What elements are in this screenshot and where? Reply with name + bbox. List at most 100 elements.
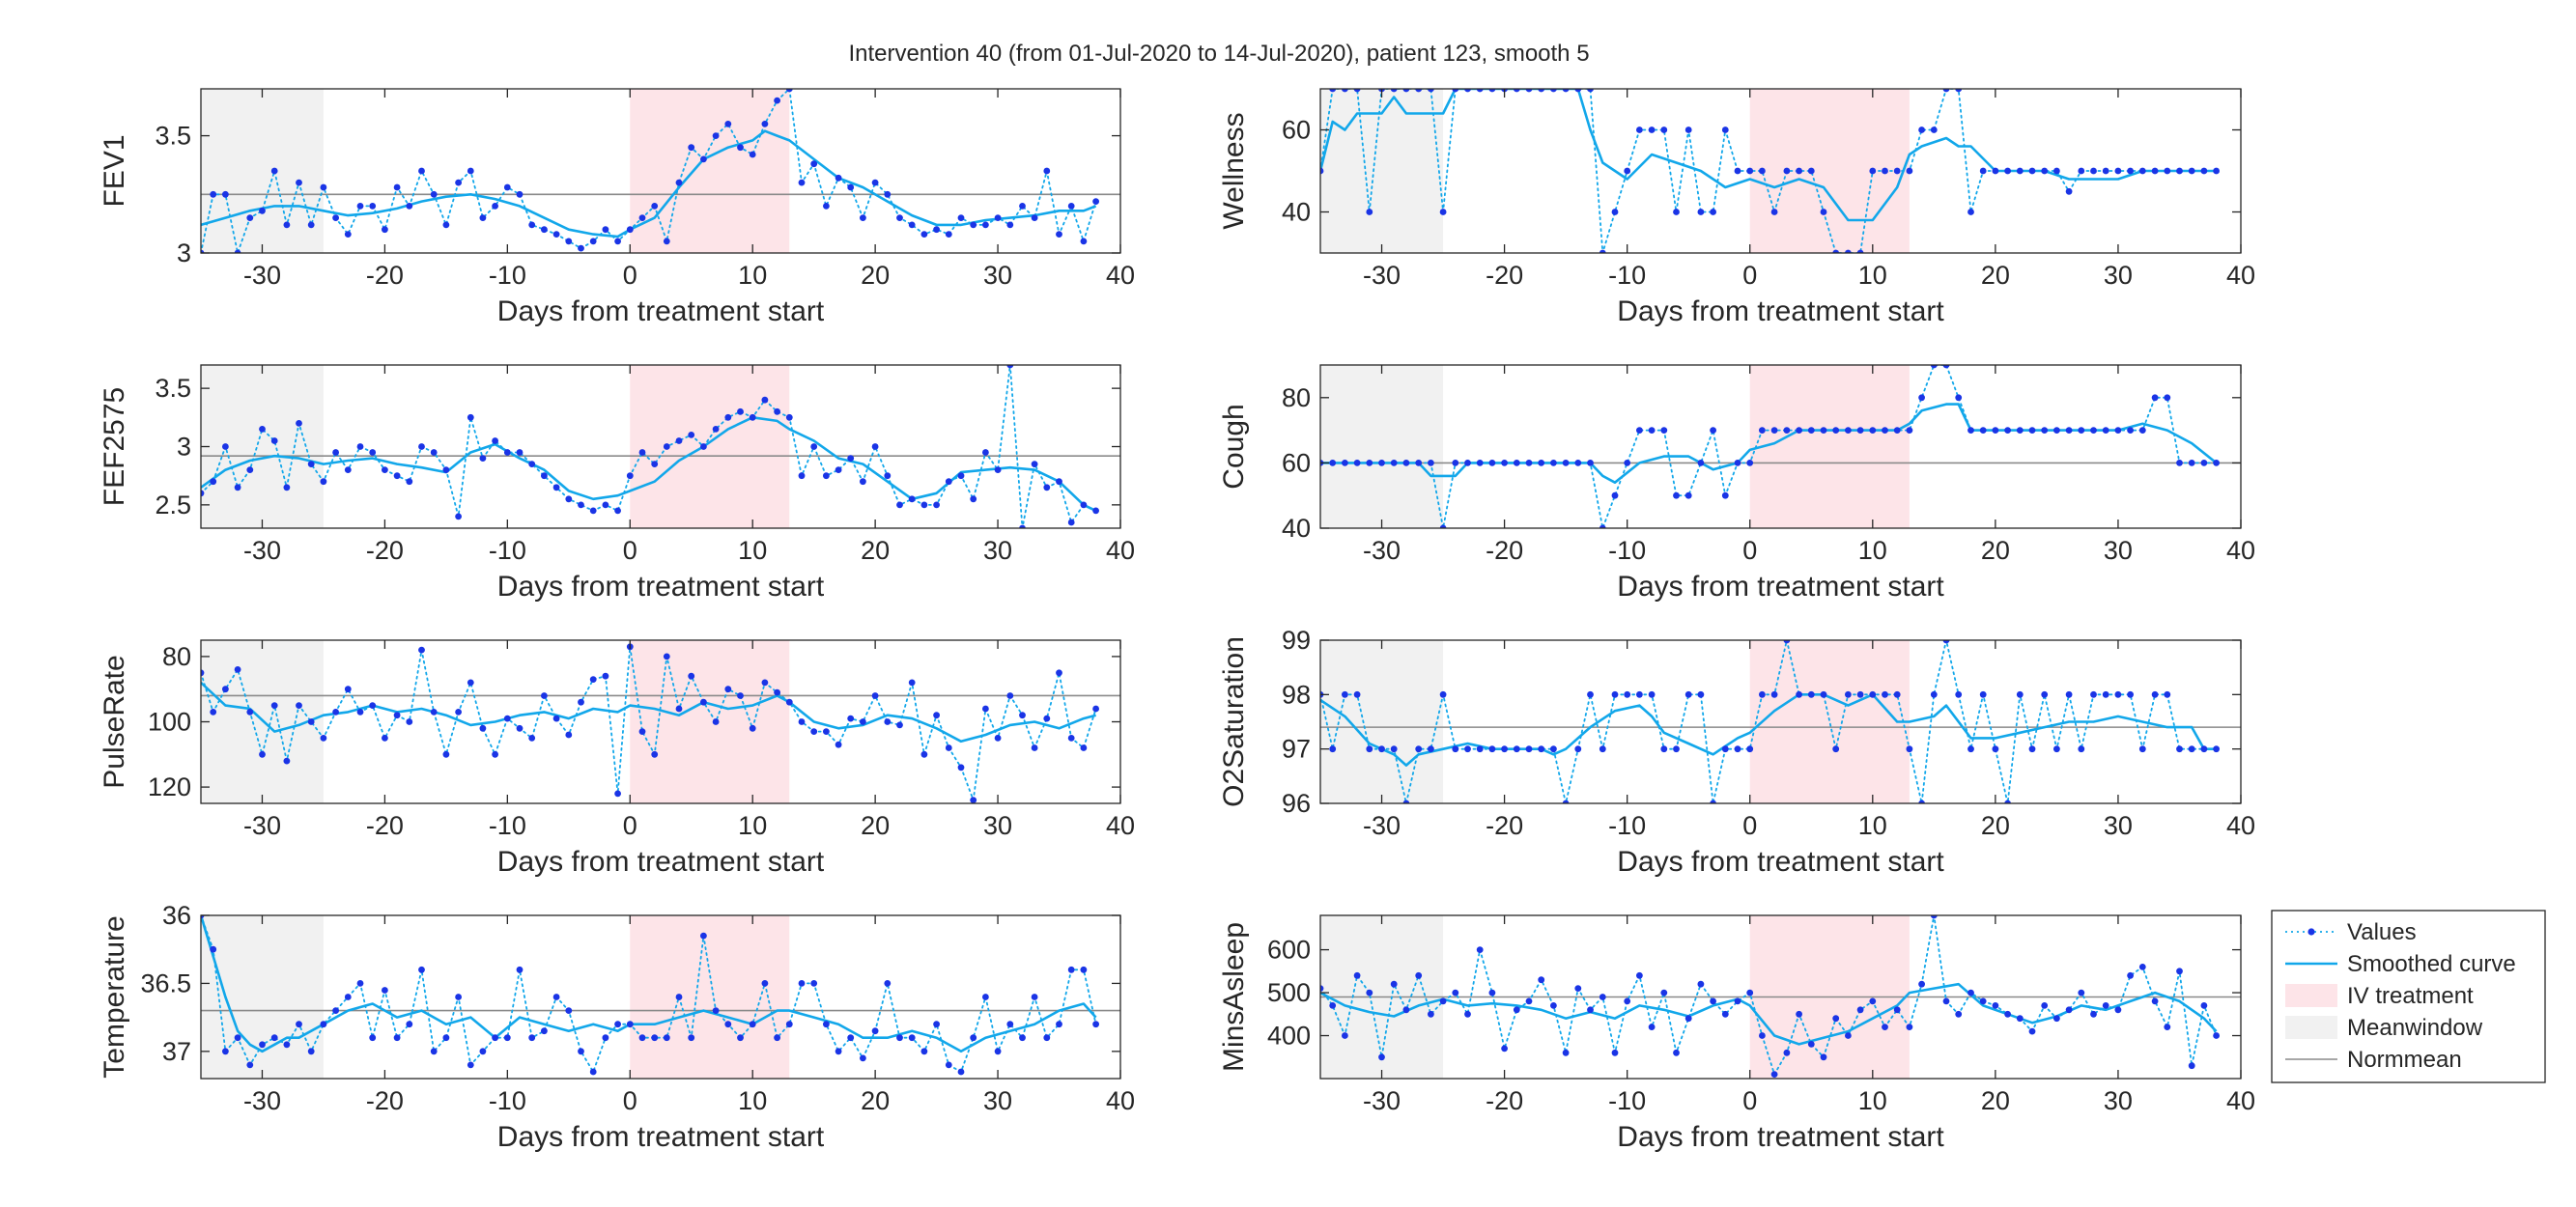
value-point [1067, 966, 1075, 973]
x-tick-label: -30 [243, 1086, 281, 1115]
value-point [1415, 460, 1423, 466]
values-line [1320, 89, 2218, 253]
value-point [835, 174, 842, 182]
value-point [1746, 167, 1754, 175]
value-point [1770, 1071, 1778, 1078]
value-point [1770, 690, 1778, 698]
value-point [2016, 1015, 2024, 1023]
value-point [638, 728, 646, 735]
value-point [908, 495, 916, 503]
value-point [1856, 1006, 1864, 1014]
value-point [651, 1034, 659, 1042]
value-point [406, 478, 413, 486]
value-point [1796, 167, 1802, 175]
value-point [1538, 976, 1545, 984]
value-point [467, 413, 474, 421]
value-point [1918, 800, 1925, 803]
value-point [749, 151, 756, 158]
value-point [516, 190, 524, 198]
value-point [2114, 1006, 2122, 1014]
value-point [688, 672, 695, 680]
value-point [1893, 427, 1901, 434]
y-tick-label: 60 [1282, 448, 1311, 477]
value-point [1488, 89, 1496, 93]
value-point [1845, 427, 1852, 434]
value-point [2127, 427, 2135, 434]
x-tick-label: 10 [1858, 261, 1887, 290]
value-point [1636, 690, 1643, 698]
value-point [418, 443, 425, 450]
value-point [1402, 89, 1410, 93]
value-point [1673, 209, 1680, 215]
value-point [1869, 690, 1877, 698]
value-point [774, 407, 780, 415]
value-point [369, 449, 377, 456]
meanwindow-region [201, 89, 324, 253]
y-tick-label: 3 [177, 239, 191, 267]
value-point [1992, 1002, 1999, 1009]
value-point [344, 686, 352, 693]
value-point [614, 790, 621, 798]
value-point [1501, 460, 1508, 466]
value-point [332, 214, 339, 222]
value-point [688, 1034, 695, 1042]
y-axis-label: MinsAsleep [1218, 922, 1250, 1072]
value-point [1513, 745, 1520, 753]
value-point [1906, 745, 1913, 753]
axes-box [1319, 639, 2242, 804]
value-point [1599, 249, 1606, 253]
value-point [259, 1041, 266, 1049]
value-point [1525, 997, 1533, 1005]
value-point [2127, 971, 2135, 979]
x-tick-label: 0 [623, 261, 637, 290]
value-point [2114, 427, 2122, 434]
value-point [406, 718, 413, 725]
value-point [724, 686, 732, 693]
smoothed-curve [1320, 982, 2218, 1046]
value-point [860, 214, 866, 222]
value-point [1734, 997, 1741, 1005]
value-point [994, 735, 1002, 742]
subplot-o2saturation: -30 -20 -10 0 10 20 30 40 96 97 98 99 Days from trea… [1218, 626, 2255, 878]
value-point [1856, 690, 1864, 698]
value-point [1893, 167, 1901, 175]
value-point [2102, 690, 2109, 698]
value-point [1080, 966, 1088, 973]
value-point [467, 1061, 474, 1069]
value-point [663, 653, 670, 660]
value-point [442, 1034, 450, 1042]
legend-swatch-meanwindow [2285, 1016, 2337, 1039]
value-point [638, 449, 646, 456]
value-point [1525, 89, 1533, 93]
x-tick-label: -20 [366, 811, 404, 840]
value-point [2090, 690, 2097, 698]
value-point [1759, 167, 1766, 175]
y-tick-label: 99 [1282, 626, 1311, 655]
x-tick-label: 20 [1981, 261, 2010, 290]
value-point [2078, 989, 2085, 996]
value-point [957, 764, 965, 772]
value-point [1624, 167, 1631, 175]
x-tick-label: 20 [1981, 536, 2010, 565]
value-point [823, 728, 830, 735]
x-tick-label: -30 [1363, 536, 1401, 565]
y-tick-label: 500 [1267, 978, 1311, 1007]
value-point [1832, 745, 1840, 753]
value-point [957, 1068, 965, 1076]
value-point [1684, 1015, 1692, 1023]
value-point [1353, 971, 1361, 979]
value-point [1464, 460, 1471, 466]
value-point [2200, 460, 2208, 466]
value-point [332, 709, 339, 716]
value-point [541, 1027, 548, 1035]
value-point [1820, 1053, 1827, 1061]
y-axis-label: Temperature [99, 915, 130, 1078]
value-point [1390, 460, 1398, 466]
value-point [2102, 427, 2109, 434]
value-point [1452, 460, 1459, 466]
value-point [2016, 167, 2024, 175]
value-point [712, 718, 720, 725]
value-point [1329, 89, 1337, 93]
value-point [1488, 745, 1496, 753]
